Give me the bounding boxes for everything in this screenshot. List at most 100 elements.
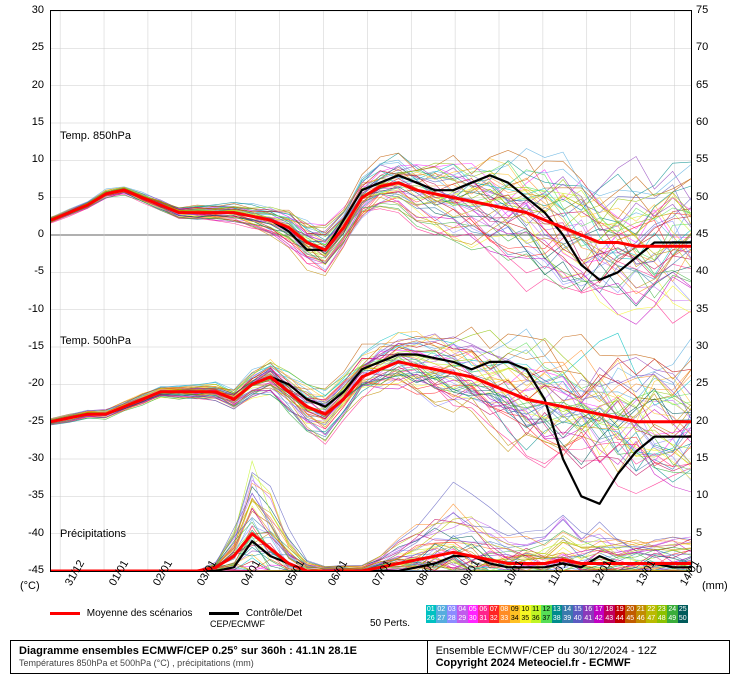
ensemble-plot: [50, 10, 692, 572]
perts-color-legend: 0102030405060708091011121314151617181920…: [426, 605, 689, 623]
footer-left: Diagramme ensembles ECMWF/CEP 0.25° sur …: [10, 640, 428, 674]
swatch: 18: [604, 605, 615, 614]
swatch: 46: [636, 614, 647, 623]
ytick-left: -35: [4, 489, 44, 501]
ytick-left: -5: [4, 265, 44, 277]
ytick-right: 65: [696, 79, 736, 91]
ytick-left: -40: [4, 527, 44, 539]
ytick-left: -10: [4, 303, 44, 315]
chart-container: -45-40-35-30-25-20-15-10-5051015202530 0…: [0, 0, 740, 700]
swatch: 26: [426, 614, 437, 623]
swatch: 40: [573, 614, 584, 623]
swatch: 28: [447, 614, 458, 623]
legend-ctrl-swatch: [209, 612, 239, 615]
gridlines: [51, 11, 691, 571]
ytick-left: 25: [4, 41, 44, 53]
swatch: 36: [531, 614, 542, 623]
swatch: 42: [594, 614, 605, 623]
swatch: 05: [468, 605, 479, 614]
swatch: 27: [436, 614, 447, 623]
ytick-right: 40: [696, 265, 736, 277]
swatch: 17: [594, 605, 605, 614]
ytick-right: 20: [696, 415, 736, 427]
swatch: 50: [678, 614, 689, 623]
ytick-left: 20: [4, 79, 44, 91]
ytick-right: 70: [696, 41, 736, 53]
ytick-right: 0: [696, 564, 736, 576]
swatch: 49: [667, 614, 678, 623]
swatch: 06: [478, 605, 489, 614]
swatch: 34: [510, 614, 521, 623]
swatch: 08: [499, 605, 510, 614]
swatch: 02: [436, 605, 447, 614]
ytick-left: -25: [4, 415, 44, 427]
footer-right: Ensemble ECMWF/CEP du 30/12/2024 - 12Z C…: [428, 640, 730, 674]
swatch: 19: [615, 605, 626, 614]
ytick-right: 30: [696, 340, 736, 352]
swatch: 21: [636, 605, 647, 614]
ytick-left: 30: [4, 4, 44, 16]
ytick-right: 15: [696, 452, 736, 464]
ytick-left: 10: [4, 153, 44, 165]
label-t850: Temp. 850hPa: [60, 130, 131, 142]
ytick-right: 50: [696, 191, 736, 203]
swatch: 33: [499, 614, 510, 623]
ytick-right: 35: [696, 303, 736, 315]
swatch: 38: [552, 614, 563, 623]
legend-mean-swatch: [50, 612, 80, 615]
swatch-row: 2627282930313233343536373839404142434445…: [426, 614, 689, 623]
swatch: 30: [468, 614, 479, 623]
swatch: 04: [457, 605, 468, 614]
ytick-left: -15: [4, 340, 44, 352]
swatch: 22: [646, 605, 657, 614]
ytick-left: -20: [4, 377, 44, 389]
ytick-left: -30: [4, 452, 44, 464]
swatch: 03: [447, 605, 458, 614]
swatch: 43: [604, 614, 615, 623]
swatch: 13: [552, 605, 563, 614]
swatch: 01: [426, 605, 437, 614]
footer-copyright: Copyright 2024 Meteociel.fr - ECMWF: [436, 657, 631, 669]
legend-mean-label: Moyenne des scénarios: [87, 608, 193, 619]
swatch: 20: [625, 605, 636, 614]
swatch: 25: [678, 605, 689, 614]
swatch: 10: [520, 605, 531, 614]
ytick-left: 0: [4, 228, 44, 240]
ytick-right: 5: [696, 527, 736, 539]
swatch-row: 0102030405060708091011121314151617181920…: [426, 605, 689, 614]
footer: Diagramme ensembles ECMWF/CEP 0.25° sur …: [10, 640, 730, 674]
swatch: 41: [583, 614, 594, 623]
legend-perts-label: 50 Perts.: [370, 618, 410, 629]
swatch: 07: [489, 605, 500, 614]
swatch: 12: [541, 605, 552, 614]
swatch: 31: [478, 614, 489, 623]
ytick-right: 60: [696, 116, 736, 128]
ytick-right: 25: [696, 377, 736, 389]
swatch: 37: [541, 614, 552, 623]
label-t500: Temp. 500hPa: [60, 335, 131, 347]
ytick-right: 75: [696, 4, 736, 16]
swatch: 47: [646, 614, 657, 623]
swatch: 44: [615, 614, 626, 623]
label-precip: Précipitations: [60, 528, 126, 540]
swatch: 39: [562, 614, 573, 623]
footer-sub: Températures 850hPa et 500hPa (°C) , pré…: [19, 658, 254, 668]
ytick-left: 15: [4, 116, 44, 128]
swatch: 32: [489, 614, 500, 623]
swatch: 29: [457, 614, 468, 623]
unit-left: (°C): [20, 580, 40, 592]
swatch: 15: [573, 605, 584, 614]
swatch: 09: [510, 605, 521, 614]
swatch: 24: [667, 605, 678, 614]
ytick-right: 55: [696, 153, 736, 165]
legend-ctrl-label: Contrôle/Det: [246, 608, 302, 619]
swatch: 14: [562, 605, 573, 614]
swatch: 16: [583, 605, 594, 614]
swatch: 11: [531, 605, 542, 614]
ytick-left: 5: [4, 191, 44, 203]
swatch: 35: [520, 614, 531, 623]
swatch: 23: [657, 605, 668, 614]
footer-run: Ensemble ECMWF/CEP du 30/12/2024 - 12Z: [436, 645, 657, 657]
ytick-right: 45: [696, 228, 736, 240]
ytick-left: -45: [4, 564, 44, 576]
